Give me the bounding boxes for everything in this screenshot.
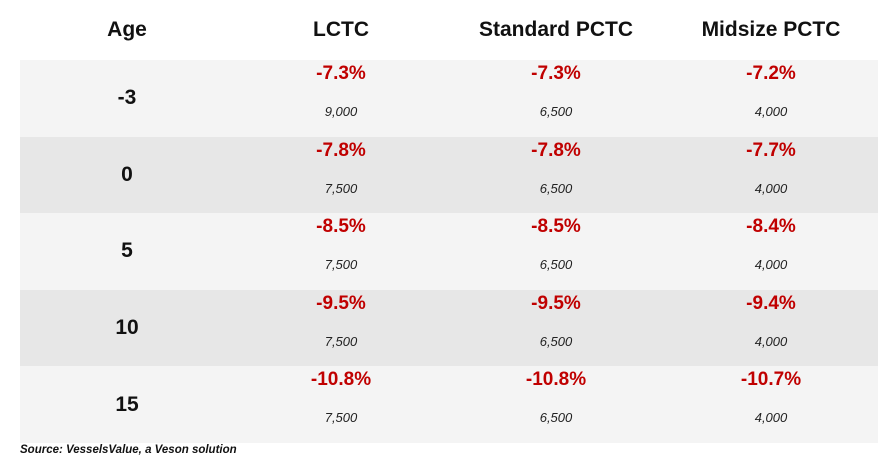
lctc-cell: -10.8% 7,500 bbox=[234, 366, 448, 443]
standard-pctc-cell: -9.5% 6,500 bbox=[448, 290, 664, 367]
midsize-pctc-cell: -8.4% 4,000 bbox=[664, 213, 878, 290]
standard-pctc-change: -7.8% bbox=[531, 139, 581, 161]
header-age: Age bbox=[107, 18, 147, 41]
standard-pctc-change: -7.3% bbox=[531, 63, 581, 84]
lctc-change: -7.3% bbox=[316, 63, 366, 84]
lctc-cell: -8.5% 7,500 bbox=[234, 213, 448, 290]
midsize-pctc-change: -8.4% bbox=[746, 216, 796, 238]
lctc-size: 7,500 bbox=[324, 333, 358, 349]
header-midsize-pctc: Midsize PCTC bbox=[701, 18, 841, 41]
lctc-size: 9,000 bbox=[324, 104, 358, 119]
standard-pctc-size: 6,500 bbox=[539, 257, 573, 273]
midsize-pctc-change: -7.7% bbox=[746, 139, 796, 161]
lctc-cell: -7.8% 7,500 bbox=[234, 137, 448, 214]
lctc-cell: -9.5% 7,500 bbox=[234, 290, 448, 367]
age-cell: 15 bbox=[115, 392, 139, 416]
age-cell: 5 bbox=[121, 239, 133, 263]
standard-pctc-cell: -7.3% 6,500 bbox=[448, 60, 664, 137]
standard-pctc-change: -8.5% bbox=[531, 216, 581, 238]
table-row: 15 -10.8% 7,500 -10.8% 6,500 -10.7% 4,00… bbox=[20, 366, 878, 443]
age-cell: 10 bbox=[115, 316, 139, 340]
header-lctc: LCTC bbox=[313, 18, 369, 41]
table-header-row: Age LCTC Standard PCTC Midsize PCTC bbox=[20, 0, 878, 60]
header-standard-pctc: Standard PCTC bbox=[478, 18, 633, 41]
midsize-pctc-change: -10.7% bbox=[740, 369, 802, 391]
standard-pctc-cell: -10.8% 6,500 bbox=[448, 366, 664, 443]
lctc-cell: -7.3% 9,000 bbox=[234, 60, 448, 137]
lctc-size: 7,500 bbox=[324, 410, 358, 426]
midsize-pctc-cell: -9.4% 4,000 bbox=[664, 290, 878, 367]
lctc-size: 7,500 bbox=[324, 180, 358, 196]
table-row: 10 -9.5% 7,500 -9.5% 6,500 -9.4% 4,000 bbox=[20, 289, 878, 367]
lctc-change: -8.5% bbox=[316, 216, 366, 238]
lctc-size: 7,500 bbox=[324, 257, 358, 273]
table-row: 5 -8.5% 7,500 -8.5% 6,500 -8.4% 4,000 bbox=[20, 213, 878, 290]
age-cell: 0 bbox=[121, 162, 133, 186]
midsize-pctc-change: -9.4% bbox=[746, 292, 796, 314]
standard-pctc-size: 6,500 bbox=[539, 104, 573, 119]
age-cell: -3 bbox=[117, 86, 137, 110]
standard-pctc-size: 6,500 bbox=[539, 410, 573, 426]
standard-pctc-size: 6,500 bbox=[539, 333, 573, 349]
source-note: Source: VesselsValue, a Veson solution bbox=[20, 444, 237, 456]
midsize-pctc-size: 4,000 bbox=[754, 410, 788, 426]
table-row: 0 -7.8% 7,500 -7.8% 6,500 -7.7% 4,000 bbox=[20, 136, 878, 214]
lctc-change: -7.8% bbox=[316, 139, 366, 161]
standard-pctc-size: 6,500 bbox=[539, 180, 573, 196]
lctc-change: -10.8% bbox=[310, 369, 372, 391]
standard-pctc-cell: -7.8% 6,500 bbox=[448, 137, 664, 214]
standard-pctc-change: -10.8% bbox=[525, 369, 587, 391]
midsize-pctc-size: 4,000 bbox=[754, 257, 788, 273]
midsize-pctc-cell: -7.7% 4,000 bbox=[664, 137, 878, 214]
midsize-pctc-cell: -10.7% 4,000 bbox=[664, 366, 878, 443]
depreciation-table: Age LCTC Standard PCTC Midsize PCTC -3 -… bbox=[20, 0, 878, 443]
midsize-pctc-size: 4,000 bbox=[754, 180, 788, 196]
midsize-pctc-change: -7.2% bbox=[746, 63, 796, 84]
standard-pctc-cell: -8.5% 6,500 bbox=[448, 213, 664, 290]
midsize-pctc-size: 4,000 bbox=[754, 333, 788, 349]
standard-pctc-change: -9.5% bbox=[531, 292, 581, 314]
midsize-pctc-size: 4,000 bbox=[754, 104, 788, 119]
lctc-change: -9.5% bbox=[316, 292, 366, 314]
midsize-pctc-cell: -7.2% 4,000 bbox=[664, 60, 878, 137]
table-row: -3 -7.3% 9,000 -7.3% 6,500 -7.2% 4,000 bbox=[20, 60, 878, 137]
